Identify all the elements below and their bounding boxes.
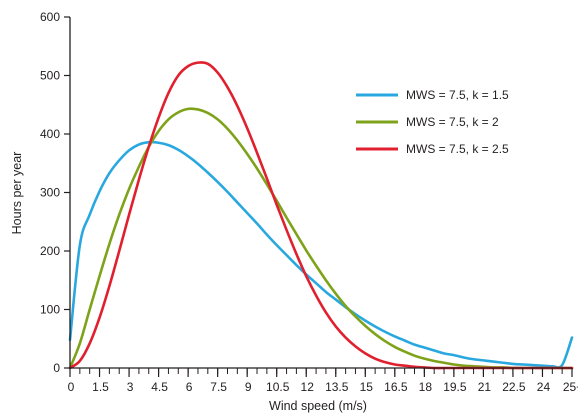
x-tick-label: 25+ xyxy=(563,380,578,394)
y-axis-ticks: 0 100 200 300 400 500 600 xyxy=(40,10,70,375)
y-tick-label: 300 xyxy=(40,186,60,200)
x-tick-label: 24 xyxy=(537,380,551,394)
x-tick-label: 12 xyxy=(301,380,315,394)
x-tick-label: 22.5 xyxy=(502,380,526,394)
series-line-3 xyxy=(68,61,574,370)
x-axis-ticks: 0 1.5 3 4.5 6 7.5 9 10.5 12 13.5 15 16.5 18 19.5 21 22.… xyxy=(68,368,578,394)
x-tick-label: 21 xyxy=(478,380,492,394)
x-tick-label: 1.5 xyxy=(92,380,109,394)
x-tick-label: 0 xyxy=(68,380,75,394)
x-tick-label: 10.5 xyxy=(266,380,290,394)
legend-label-1: MWS = 7.5, k = 1.5 xyxy=(406,88,509,102)
series-lines xyxy=(68,61,574,370)
series-line-1 xyxy=(68,140,574,369)
x-axis-title: Wind speed (m/s) xyxy=(269,399,367,413)
legend: MWS = 7.5, k = 1.5 MWS = 7.5, k = 2 MWS = … xyxy=(356,88,509,156)
x-tick-label: 6 xyxy=(186,380,193,394)
y-tick-label: 500 xyxy=(40,69,60,83)
axes xyxy=(69,17,572,369)
x-tick-label: 13.5 xyxy=(325,380,349,394)
x-tick-label: 7.5 xyxy=(210,380,227,394)
x-tick-label: 15 xyxy=(360,380,374,394)
y-tick-label: 200 xyxy=(40,244,60,258)
y-tick-label: 0 xyxy=(53,361,60,375)
x-tick-label: 19.5 xyxy=(443,380,467,394)
x-tick-label: 3 xyxy=(127,380,134,394)
y-tick-label: 600 xyxy=(40,10,60,24)
y-tick-label: 100 xyxy=(40,303,60,317)
y-tick-label: 400 xyxy=(40,127,60,141)
x-tick-label: 16.5 xyxy=(384,380,408,394)
legend-label-2: MWS = 7.5, k = 2 xyxy=(406,115,499,129)
x-tick-label: 9 xyxy=(245,380,252,394)
x-tick-label: 18 xyxy=(419,380,433,394)
y-axis-title: Hours per year xyxy=(10,152,24,235)
legend-label-3: MWS = 7.5, k = 2.5 xyxy=(406,142,509,156)
x-tick-label: 4.5 xyxy=(151,380,168,394)
